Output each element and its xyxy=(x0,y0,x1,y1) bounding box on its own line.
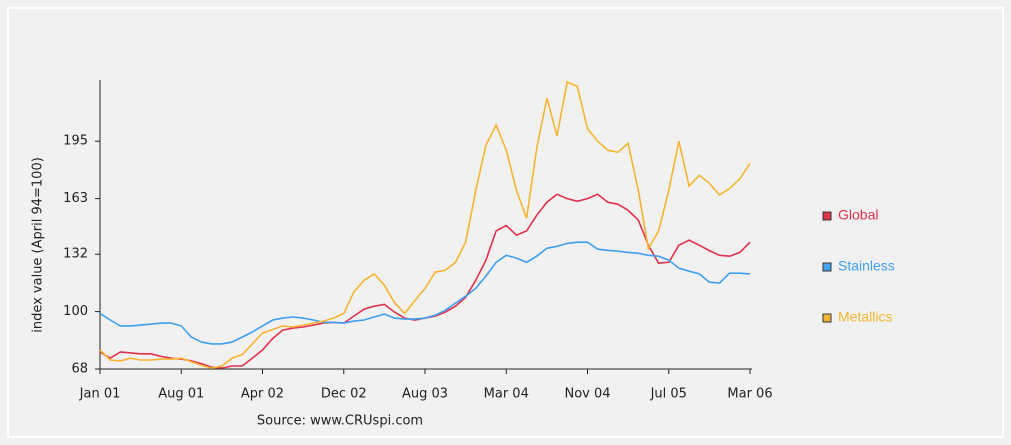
y-tick-label: 100 xyxy=(63,304,88,319)
legend-marker xyxy=(822,262,832,272)
source: Source: www.CRUspi.com xyxy=(257,414,423,429)
line-series xyxy=(99,80,751,369)
y-tick-label: 132 xyxy=(63,247,88,262)
x-tick-label: Dec 02 xyxy=(321,387,367,402)
legend-label: Global xyxy=(838,207,878,223)
x-tick-label: Jan 01 xyxy=(79,387,121,402)
x-tick-label: Apr 02 xyxy=(241,387,284,402)
y-tick-label: 68 xyxy=(71,362,88,377)
x-tick-label: Aug 01 xyxy=(158,387,204,402)
y-tick-label: 195 xyxy=(63,134,88,149)
x-tick-label: Nov 04 xyxy=(564,387,610,402)
legend-marker xyxy=(822,211,832,221)
legend-marker xyxy=(822,313,832,323)
x-tick-label: Jul 05 xyxy=(650,387,687,402)
x-tick-label: Mar 04 xyxy=(484,387,529,402)
legend: Global Stainless Metallics xyxy=(822,207,895,325)
legend-label: Metallics xyxy=(838,309,892,325)
legend-label: Stainless xyxy=(838,258,895,274)
y-tick-label: 163 xyxy=(63,191,88,206)
frame xyxy=(7,7,1004,438)
x-tick-label: Aug 03 xyxy=(402,387,448,402)
y-axis-label: index value (April 94=100) xyxy=(31,157,46,333)
x-tick-label: Mar 06 xyxy=(727,387,772,402)
line-series xyxy=(99,241,751,345)
